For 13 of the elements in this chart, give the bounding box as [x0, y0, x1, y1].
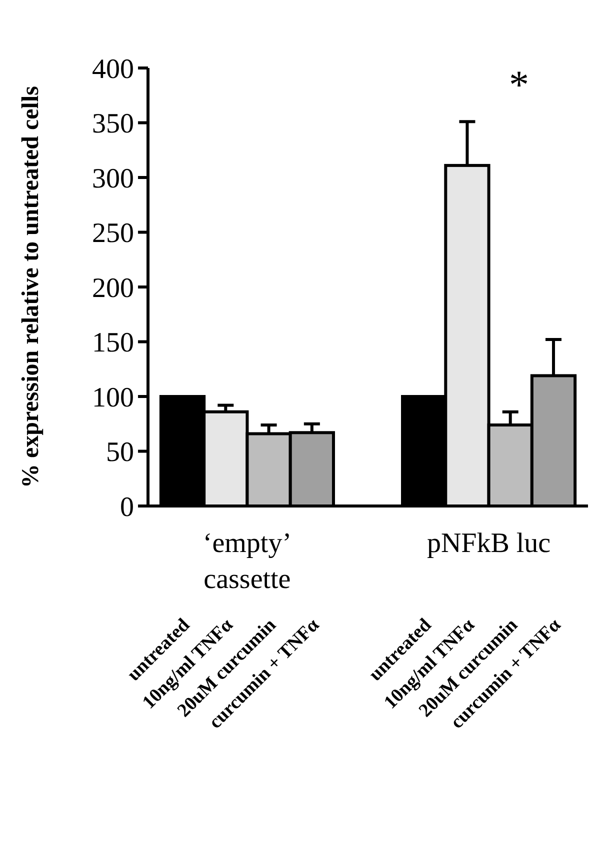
text: pNFkB luc: [426, 528, 551, 559]
y-tick-label: 150: [92, 328, 134, 359]
y-tick-label: 350: [92, 108, 134, 140]
text: ‘empty’ cassette: [202, 528, 292, 595]
y-tick-label: 300: [92, 163, 134, 194]
y-tick-label: 250: [92, 218, 134, 250]
y-tick-label: 200: [92, 272, 134, 304]
y-tick-label: 400: [92, 54, 134, 85]
y-tick-label: 50: [106, 437, 134, 468]
y-tick-label: 100: [92, 382, 134, 414]
annotation: *: [508, 62, 529, 107]
y-axis-title: % expression relative to untreated cells: [18, 86, 44, 488]
y-tick-label: 0: [120, 492, 134, 523]
